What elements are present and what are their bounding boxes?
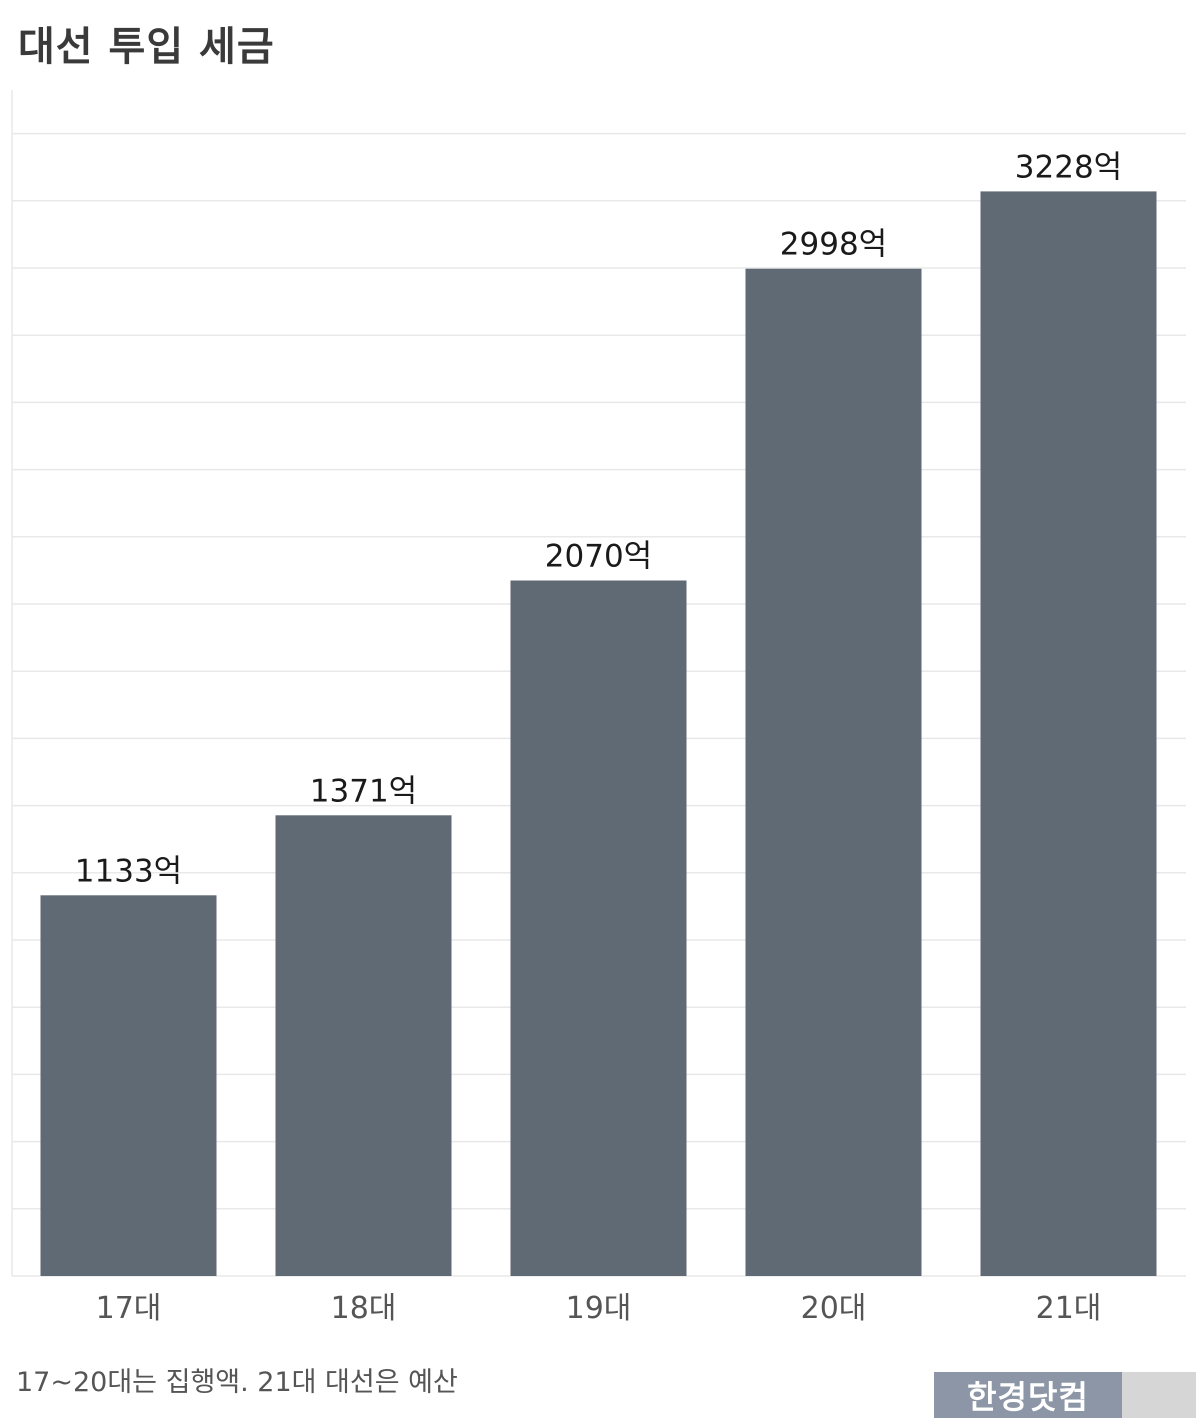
category-label-1: 17대 xyxy=(96,1291,162,1326)
bar-1 xyxy=(40,895,217,1276)
category-label-5: 21대 xyxy=(1036,1291,1102,1326)
watermark-tail xyxy=(1122,1372,1196,1418)
chart-title: 대선 투입 세금 xyxy=(18,24,275,70)
bar-chart: 1133억 1371억 2070억 2998억 3228억 17대 18대 19대 20대 21… xyxy=(11,90,1186,1326)
value-label-4: 2998억 xyxy=(780,227,887,263)
bar-5 xyxy=(980,191,1157,1276)
value-labels: 1133억 1371억 2070억 2998억 3228억 xyxy=(75,149,1122,889)
value-label-5: 3228억 xyxy=(1015,149,1122,185)
bar-4 xyxy=(745,268,922,1276)
value-label-3: 2070억 xyxy=(545,539,652,575)
footnote: 17~20대는 집행액. 21대 대선은 예산 xyxy=(16,1367,458,1398)
bar-3 xyxy=(510,580,687,1276)
bar-2 xyxy=(275,815,452,1276)
category-label-2: 18대 xyxy=(331,1291,397,1326)
value-label-1: 1133억 xyxy=(75,853,182,889)
bars xyxy=(40,191,1157,1276)
category-label-4: 20대 xyxy=(801,1291,867,1326)
watermark-text: 한경닷컴 xyxy=(934,1372,1122,1418)
watermark-logo: 한경닷컴 xyxy=(934,1372,1196,1418)
category-label-3: 19대 xyxy=(566,1291,632,1326)
category-labels: 17대 18대 19대 20대 21대 xyxy=(96,1291,1102,1326)
value-label-2: 1371억 xyxy=(310,773,417,809)
